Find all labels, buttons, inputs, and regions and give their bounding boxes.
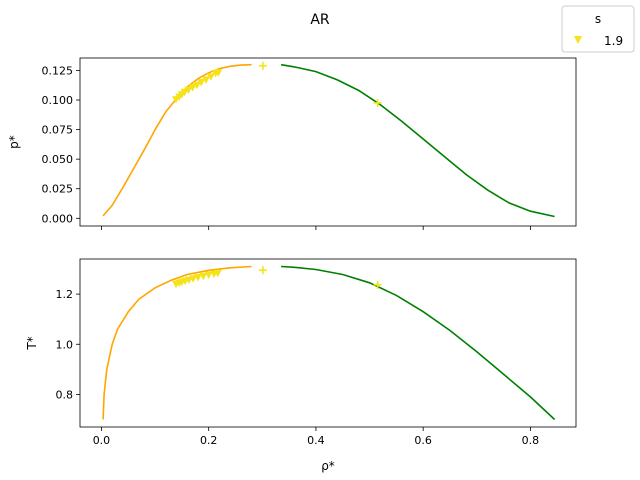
- x-tick-label: 0.2: [200, 434, 218, 447]
- triangle-point: [180, 88, 189, 97]
- legend-marker-triangle: [574, 36, 582, 44]
- plus-point: [373, 98, 382, 107]
- vapor-branch-line: [280, 63, 555, 218]
- triangle-point: [199, 272, 208, 281]
- temperature-panel: 0.0 0.2 0.4 0.6 0.8 0.8 1.0 1.2 T* ρ*: [25, 258, 577, 473]
- triangle-point: [189, 275, 198, 283]
- triangle-point: [214, 69, 223, 77]
- temperature-y-label: T*: [25, 336, 39, 350]
- pressure-y-label: p*: [7, 135, 21, 149]
- legend-title: s: [595, 12, 601, 26]
- triangle-point: [188, 84, 197, 92]
- x-tick-label: 0.0: [93, 434, 111, 447]
- y-tick-label: 0.025: [42, 183, 74, 196]
- x-tick-label: 0.8: [522, 434, 540, 447]
- pressure-series: [102, 61, 555, 218]
- legend-label: 1.9: [604, 34, 623, 48]
- pressure-x-ticks: [101, 226, 531, 230]
- y-tick-label: 1.2: [56, 288, 74, 301]
- legend-frame: [561, 5, 635, 53]
- temperature-series: [102, 265, 556, 421]
- y-tick-label: 0.000: [42, 212, 74, 225]
- plus-point: [373, 280, 382, 289]
- temperature-x-ticks: 0.0 0.2 0.4 0.6 0.8: [93, 427, 539, 447]
- y-tick-label: 0.8: [56, 388, 74, 401]
- pressure-panel-frame: [79, 57, 577, 227]
- triangle-point: [184, 86, 193, 94]
- temperature-y-ticks: 0.8 1.0 1.2: [56, 288, 80, 401]
- x-tick-label: 0.4: [307, 434, 325, 447]
- y-tick-label: 0.050: [42, 153, 74, 166]
- x-tick-label: 0.6: [414, 434, 432, 447]
- triangle-point: [193, 274, 202, 282]
- triangle-point: [204, 271, 213, 280]
- pressure-panel: 0.000 0.025 0.050 0.075 0.100 0.125 p*: [7, 57, 577, 230]
- y-tick-label: 0.125: [42, 64, 74, 77]
- plus-point: [258, 61, 267, 70]
- plus-point: [258, 266, 267, 275]
- vapor-branch-line: [281, 265, 556, 421]
- figure-title: AR: [310, 12, 330, 28]
- y-tick-label: 1.0: [56, 338, 74, 351]
- legend: s 1.9: [561, 5, 635, 53]
- triangle-point: [213, 269, 222, 278]
- y-tick-label: 0.075: [42, 124, 74, 137]
- temperature-x-label: ρ*: [321, 459, 335, 473]
- triangle-point: [202, 76, 211, 84]
- temperature-panel-frame: [79, 258, 577, 428]
- triangle-point: [206, 73, 215, 81]
- pressure-y-ticks: 0.000 0.025 0.050 0.075 0.100 0.125: [42, 64, 80, 225]
- y-tick-label: 0.100: [42, 94, 74, 107]
- liquid-branch-line: [102, 265, 252, 420]
- triangle-point: [197, 78, 206, 87]
- triangle-point: [192, 81, 201, 90]
